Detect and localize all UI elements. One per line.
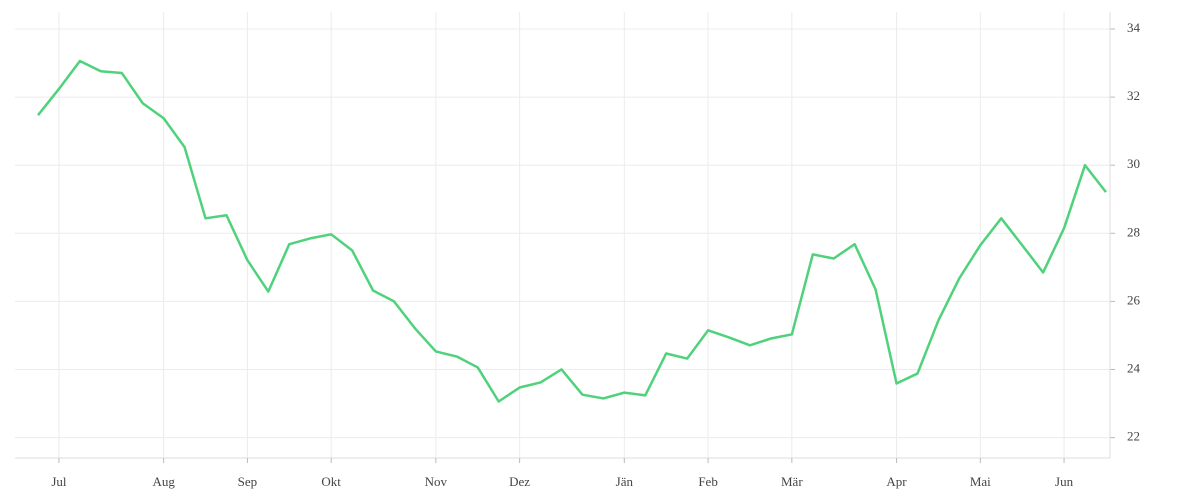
x-tick-label: Jun xyxy=(1055,474,1074,489)
y-tick-label: 24 xyxy=(1127,360,1141,375)
line-series xyxy=(37,59,1107,403)
x-tick-label: Mär xyxy=(781,474,803,489)
y-tick-label: 34 xyxy=(1127,20,1141,35)
x-tick-label: Sep xyxy=(238,474,258,489)
y-tick-label: 22 xyxy=(1127,429,1140,444)
y-tick-label: 30 xyxy=(1127,156,1140,171)
x-tick-label: Aug xyxy=(152,474,175,489)
x-tick-label: Mai xyxy=(970,474,991,489)
x-tick-label: Jän xyxy=(616,474,634,489)
x-tick-label: Jul xyxy=(51,474,67,489)
y-tick-label: 26 xyxy=(1127,292,1141,307)
y-tick-label: 32 xyxy=(1127,88,1140,103)
y-tick-label: 28 xyxy=(1127,224,1140,239)
x-tick-label: Nov xyxy=(425,474,448,489)
x-tick-label: Apr xyxy=(886,474,907,489)
x-tick-label: Feb xyxy=(698,474,718,489)
x-tick-label: Okt xyxy=(321,474,341,489)
x-tick-label: Dez xyxy=(509,474,530,489)
